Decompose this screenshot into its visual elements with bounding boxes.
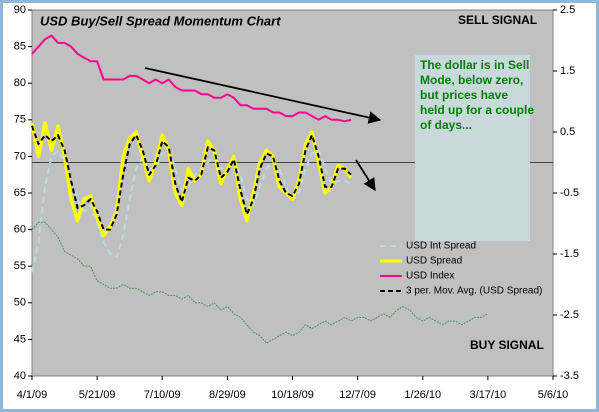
y2-tick-label: 1.5	[560, 65, 575, 77]
x-tick-label: 7/10/09	[144, 389, 181, 401]
x-tick-label: 1/26/10	[404, 389, 441, 401]
y2-tick-label: -0.5	[560, 187, 579, 199]
y-tick-label: 50	[14, 297, 26, 309]
x-tick-label: 3/17/10	[470, 389, 507, 401]
legend-label: USD Index	[406, 271, 454, 282]
x-tick-label: 5/21/09	[79, 389, 116, 401]
buy-signal: BUY SIGNAL	[470, 338, 544, 352]
x-tick-label: 10/18/09	[271, 389, 314, 401]
series-line	[31, 125, 352, 231]
layer: 40 45 50 55 60 65 70 75 80 85 90 -3.5 -2.5 -1.5 -0.5 0.…	[14, 4, 579, 401]
legend-label: 3 per. Mov. Avg. (USD Spread)	[406, 286, 542, 297]
legend-label: USD Int Spread	[406, 241, 476, 252]
series-line	[31, 34, 352, 123]
y2-tick-label: 2.5	[560, 4, 575, 16]
y-tick-label: 55	[14, 260, 26, 272]
trend-arrow	[355, 159, 376, 192]
note-line: Mode, below zero,	[420, 73, 523, 87]
legend: USD Int Spread USD Spread USD Index 3 per. …	[380, 241, 542, 297]
sell-signal: SELL SIGNAL	[458, 13, 537, 27]
x-tick-label: 4/1/09	[17, 389, 48, 401]
x-tick-label: 12/7/09	[339, 389, 376, 401]
y-tick-label: 75	[14, 114, 26, 126]
note-line: of days...	[420, 118, 472, 132]
x-tick-label: 5/6/10	[538, 389, 569, 401]
y-tick-label: 60	[14, 224, 26, 236]
chart-title: USD Buy/Sell Spread Momentum Chart	[40, 13, 281, 28]
trend-arrow	[144, 67, 382, 124]
y-tick-label: 80	[14, 77, 26, 89]
note-line: but prices have	[420, 88, 508, 102]
y-tick-label: 70	[14, 150, 26, 162]
series-line	[31, 221, 489, 344]
y-tick-label: 40	[14, 370, 26, 382]
y-tick-label: 65	[14, 187, 26, 199]
note-line: held up for a couple	[420, 103, 534, 117]
y2-tick-label: -3.5	[560, 370, 579, 382]
legend-label: USD Spread	[406, 256, 462, 267]
series-line	[31, 149, 352, 273]
y-tick-label: 45	[14, 333, 26, 345]
note-box	[415, 55, 530, 241]
y-tick-label: 85	[14, 41, 26, 53]
y2-tick-label: -1.5	[560, 248, 579, 260]
x-tick-label: 8/29/09	[209, 389, 246, 401]
y2-tick-label: 0.5	[560, 126, 575, 138]
y2-tick-label: -2.5	[560, 309, 579, 321]
y-tick-label: 90	[14, 4, 26, 16]
note-line: The dollar is in Sell	[420, 58, 529, 72]
